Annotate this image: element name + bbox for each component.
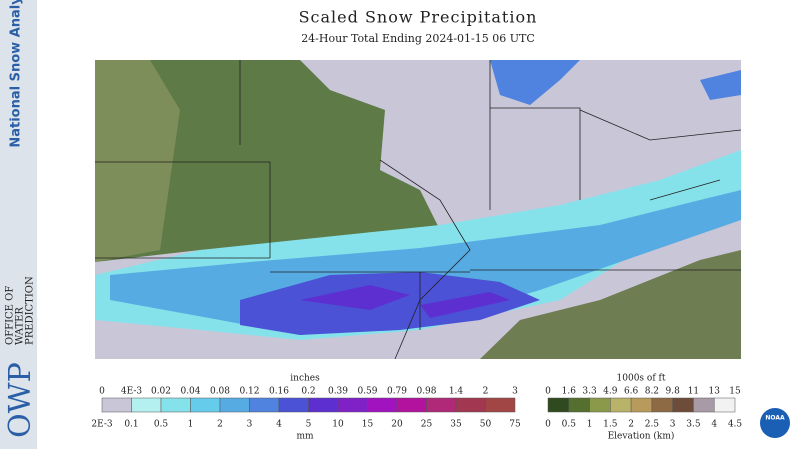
snow-band: [300, 285, 510, 318]
precip-unit-bottom: mm: [296, 432, 314, 442]
legend-label: 15: [729, 387, 741, 397]
legend-label: 0.04: [180, 387, 200, 397]
legend-label: 75: [509, 420, 521, 430]
state-borders: [95, 60, 742, 360]
legend-swatch: [610, 397, 632, 413]
no-snow-area: [95, 60, 440, 262]
legend-label: 1: [188, 420, 194, 430]
legend-swatch: [651, 397, 673, 413]
legend-label: 2: [628, 420, 634, 430]
legend-label: 1: [587, 420, 593, 430]
legend-swatch: [131, 397, 162, 413]
snow-band: [240, 272, 540, 335]
legend-label: 4.9: [603, 387, 618, 397]
product-name: National Snow Analysis: [9, 0, 24, 148]
legend-swatch: [693, 397, 715, 413]
sidebar: [0, 0, 37, 449]
legend-label: 20: [391, 420, 403, 430]
subtitle: 24-Hour Total Ending 2024-01-15 06 UTC: [301, 32, 535, 45]
legend-label: 3.5: [686, 420, 701, 430]
legend-label: 10: [332, 420, 344, 430]
elevation-unit-top: 1000s of ft: [617, 374, 666, 384]
legend-swatch: [672, 397, 694, 413]
legend-label: 0.1: [124, 420, 138, 430]
legend-label: 4E-3: [121, 387, 143, 397]
legend-label: 0.2: [301, 387, 315, 397]
legend-label: 3.3: [582, 387, 597, 397]
legend-label: 50: [480, 420, 492, 430]
legend-swatch: [308, 397, 339, 413]
legend-swatch: [160, 397, 191, 413]
legend-label: 6.6: [624, 387, 639, 397]
legend-swatch: [367, 397, 398, 413]
legend-label: 0: [99, 387, 105, 397]
legend-swatch: [713, 397, 736, 413]
legend-swatch: [249, 397, 280, 413]
legend-label: 9.8: [666, 387, 681, 397]
elevation-unit-bottom: Elevation (km): [608, 431, 675, 442]
legend-label: 0.79: [387, 387, 407, 397]
legend-label: 11: [688, 387, 699, 397]
legend-label: 8.2: [645, 387, 659, 397]
legend-label: 0.5: [154, 420, 169, 430]
legend-label: 0.16: [269, 387, 289, 397]
office-line: OFFICE OF: [5, 286, 16, 345]
legend-label: 0: [545, 420, 551, 430]
legend-swatch: [568, 397, 590, 413]
legend-label: 4: [711, 420, 717, 430]
legend-swatch: [101, 397, 132, 413]
office-name: OFFICE OF WATER PREDICTION: [5, 276, 36, 345]
office-line: WATER: [15, 307, 26, 345]
legend-label: 25: [421, 420, 433, 430]
noaa-badge: [760, 408, 790, 438]
legend-label: 13: [708, 387, 720, 397]
legends: 0 4E-3 0.02 0.04 0.08 0.12 0.16 0.2 0.39 0.59 0.79…: [91, 387, 742, 430]
noaa-text: NOAA: [765, 415, 785, 422]
legend-swatch: [278, 397, 309, 413]
legend-label: 4.5: [728, 420, 743, 430]
legend-swatch: [337, 397, 368, 413]
legend-swatch: [547, 397, 570, 413]
legend-label: 0.98: [416, 387, 436, 397]
legend-label: 1.6: [562, 387, 577, 397]
legend-swatch: [455, 397, 486, 413]
legend-label: 0.39: [328, 387, 348, 397]
legend-swatch: [485, 397, 516, 413]
legend-label: 3: [247, 420, 253, 430]
precip-unit-top: inches: [290, 374, 320, 384]
legend-label: 2.5: [645, 420, 660, 430]
legend-label: 0.02: [151, 387, 171, 397]
legend-swatch: [630, 397, 653, 413]
legend-label: 2: [483, 387, 489, 397]
legend-label: 35: [450, 420, 462, 430]
legend-label: 1.5: [603, 420, 618, 430]
legend-swatch: [589, 397, 611, 413]
legend-swatch: [219, 397, 250, 413]
legend-label: 2: [217, 420, 223, 430]
legend-label: 5: [306, 420, 312, 430]
title: Scaled Snow Precipitation: [299, 8, 538, 27]
snow-band: [490, 60, 741, 105]
legend-swatch: [426, 397, 457, 413]
no-snow-area: [95, 60, 180, 262]
legend-label: 0.08: [210, 387, 230, 397]
legend-label: 1.4: [449, 387, 464, 397]
logo: OWP: [3, 362, 38, 438]
office-line: PREDICTION: [25, 276, 36, 345]
terrain: [480, 250, 741, 359]
legend-label: 4: [276, 420, 282, 430]
legend-label: 0.5: [562, 420, 577, 430]
map: [95, 60, 742, 360]
legend-swatch: [396, 397, 427, 413]
legend-label: 3: [670, 420, 676, 430]
legend-label: 0.12: [239, 387, 259, 397]
legend-label: 15: [362, 420, 374, 430]
legend-label: 0: [545, 387, 551, 397]
legend-swatch: [190, 397, 221, 413]
legend-label: 3: [512, 387, 518, 397]
legend-label: 0.59: [357, 387, 377, 397]
legend-label: 2E-3: [91, 420, 113, 430]
